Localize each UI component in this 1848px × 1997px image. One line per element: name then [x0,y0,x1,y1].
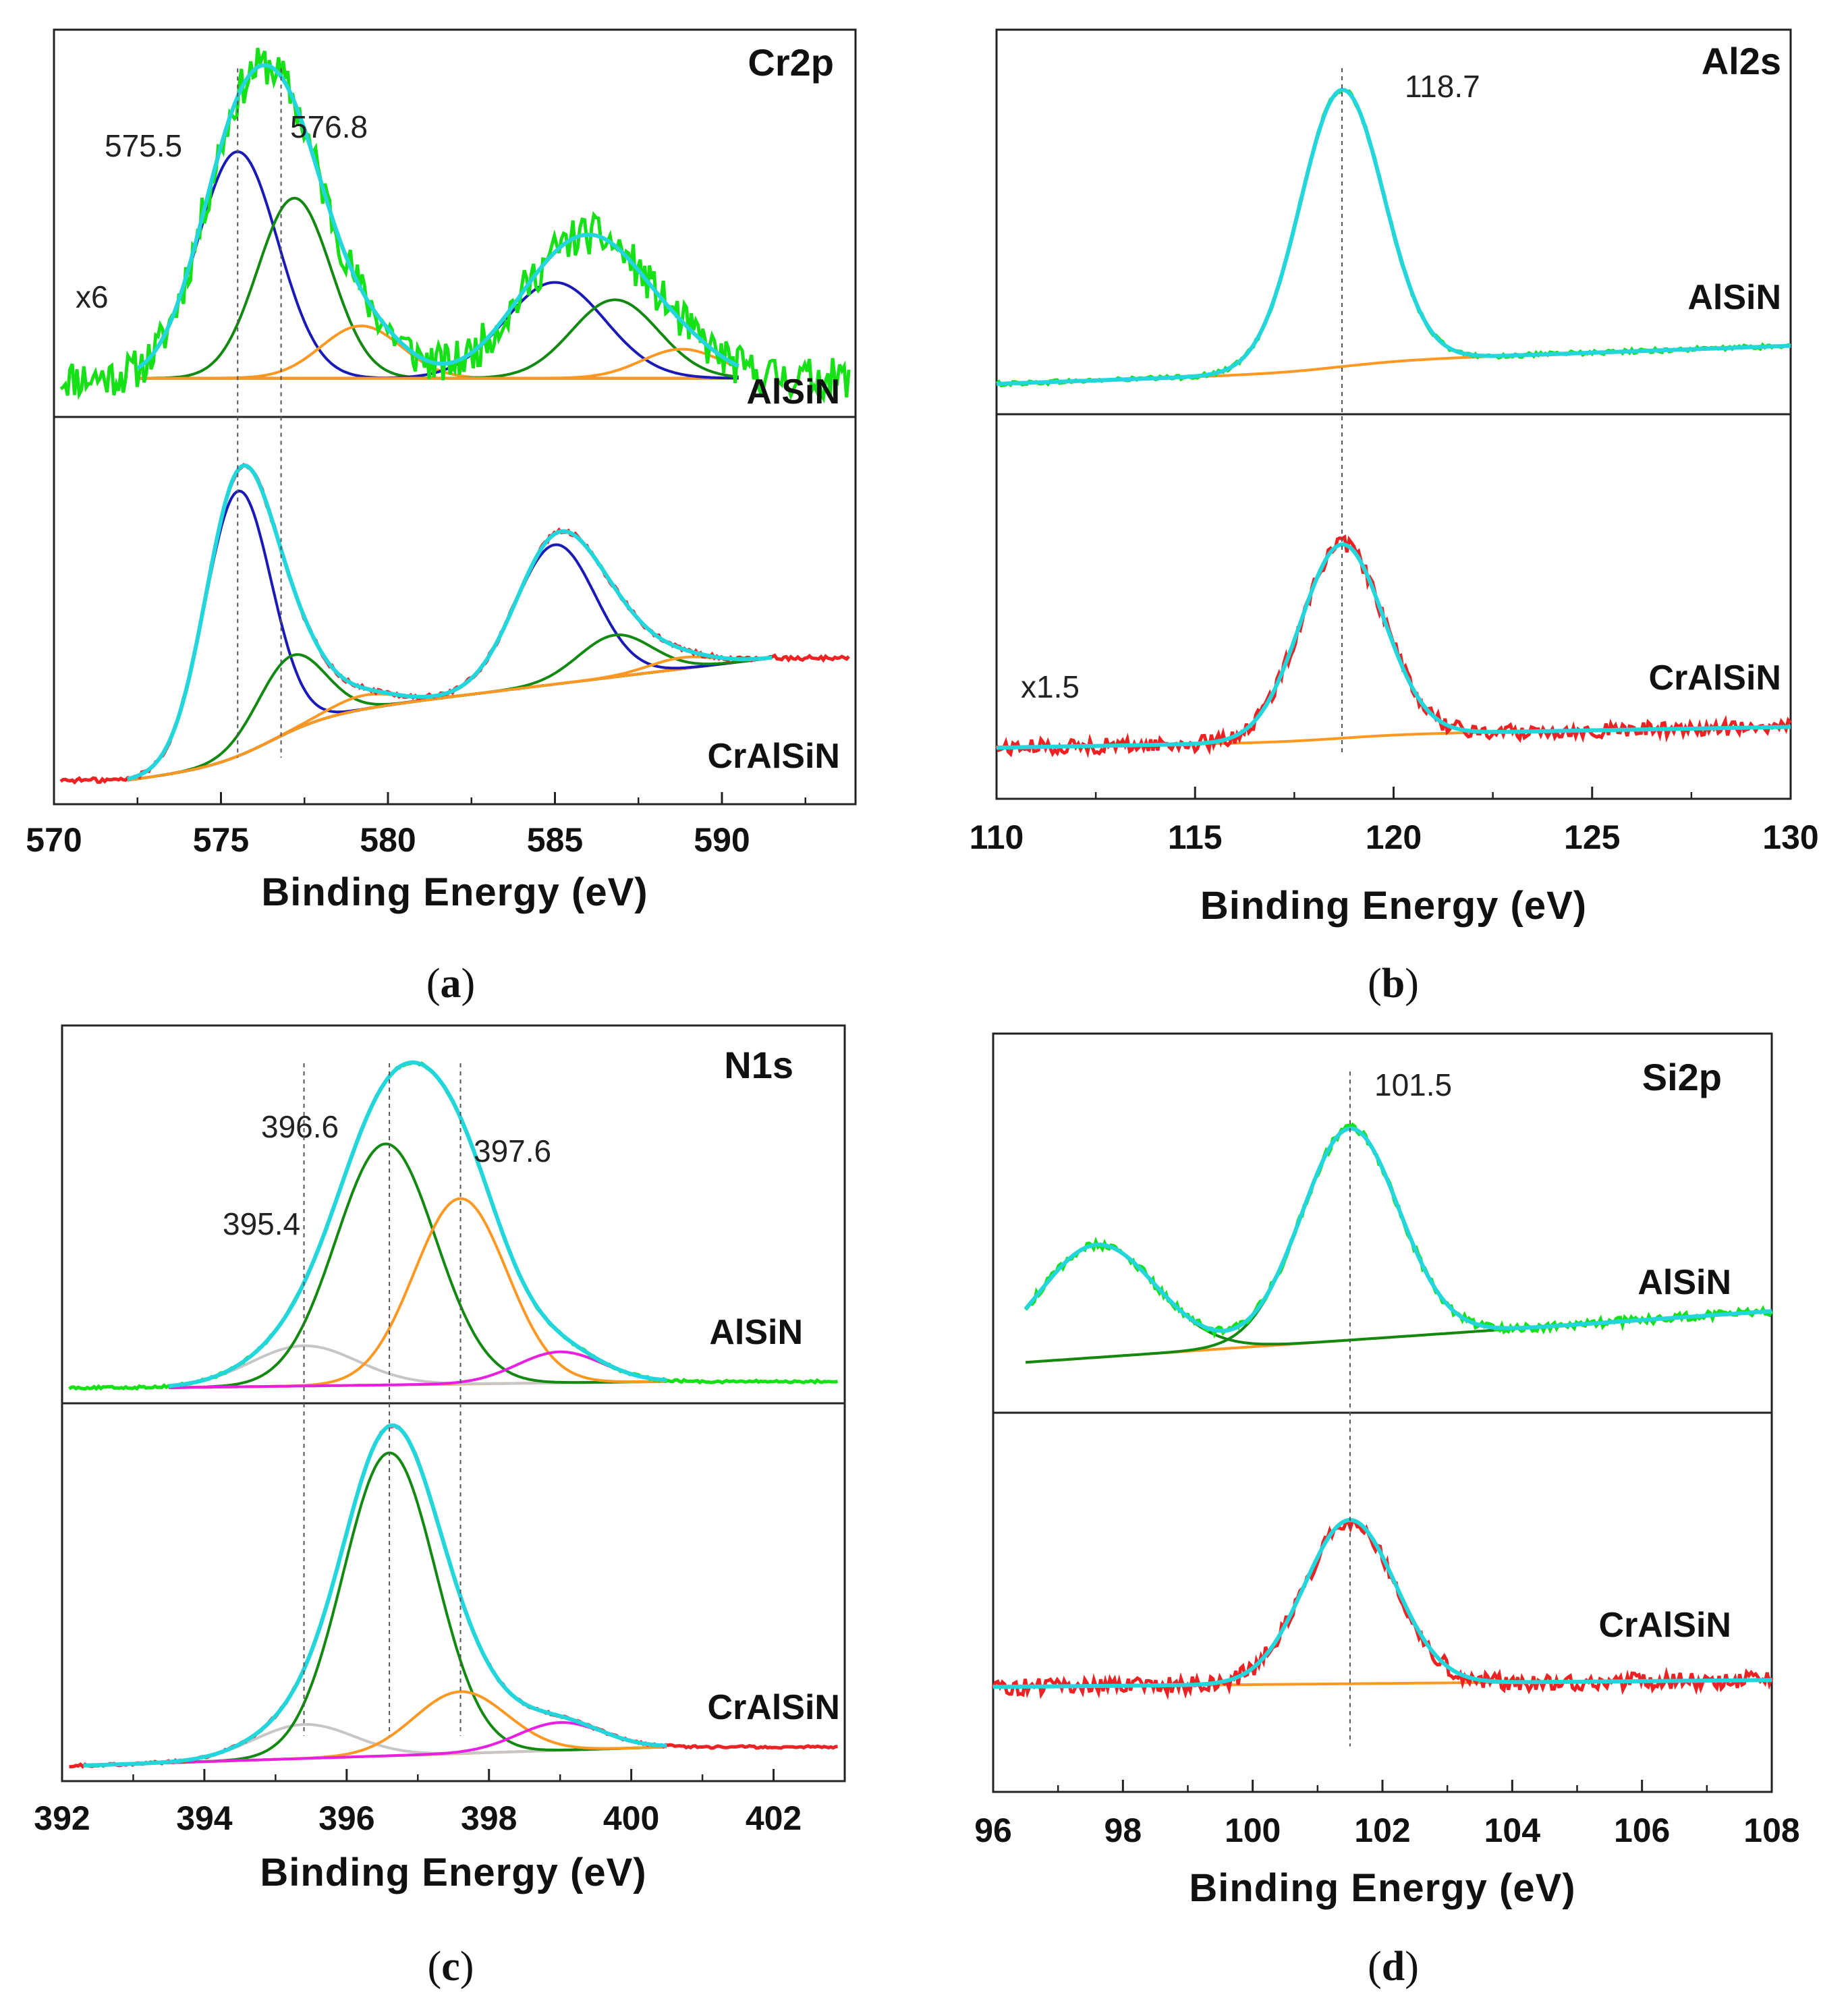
fit-component [127,543,773,782]
fit-envelope [996,88,1791,386]
panel-caption-letter: b [1382,961,1405,1007]
chart-a: 570 575 580 585 590 Binding Energy (eV) (a) AlS… [26,28,857,1007]
panel-title: Al2s [1702,40,1781,82]
peak-annotation: 118.7 [1405,69,1480,104]
fit-envelope [168,1060,667,1388]
sample-label: AlSiN [746,372,840,412]
panel-alsin: AlSiN 118.7 [995,69,1791,388]
x-tick-label: 394 [176,1799,233,1837]
x-axis-label: Binding Energy (eV) [1189,1866,1575,1910]
x-tick-label: 575 [193,821,249,859]
sample-label: AlSiN [709,1313,803,1352]
measured-spectrum [59,462,850,785]
x-tick-label: 590 [694,821,750,859]
chart-b: 110 115 120 125 130 Binding Energy (eV) (b) AlS… [970,28,1819,1007]
fit-envelope [1024,1126,1772,1333]
fit-envelope [83,1423,667,1768]
x-axis-label: Binding Energy (eV) [1200,884,1587,928]
panel-alsin: AlSiN 575.5 576.8 [59,47,851,412]
fit-component [83,1451,667,1767]
panel-caption: (b) [1368,961,1419,1007]
peak-annotation: 576.8 [290,109,368,144]
panel-cralsin: CrAlSiN [69,1423,840,1769]
x-tick-label: 110 [970,818,1024,856]
fit-component [1025,1127,1772,1364]
panel-caption-letter: d [1382,1944,1405,1990]
fit-component [993,1518,1772,1689]
x-tick-label: 96 [974,1811,1012,1849]
x-tick-label: 106 [1614,1811,1670,1849]
x-tick-label: 102 [1354,1811,1410,1849]
x-tick-label: 108 [1743,1811,1799,1849]
fit-envelope [136,63,740,370]
x-tick-label: 125 [1564,818,1620,856]
sample-label: AlSiN [1687,278,1781,317]
panel-caption: (d) [1368,1944,1419,1990]
peak-annotation: 395.4 [223,1206,300,1241]
x-tick-label: 580 [360,821,416,859]
panel-caption-letter: c [441,1944,460,1990]
fit-component [169,1350,667,1389]
chart-d: 96 98 100 102 104 106 108 Binding Energy (eV) (d… [974,1032,1800,1990]
panel-alsin: AlSiN 396.6 397.6 395.4 [68,1060,839,1391]
x-axis-label: Binding Energy (eV) [261,870,648,914]
panel-title: Cr2p [748,41,834,84]
x-tick-label: 570 [26,821,82,859]
x-tick-label: 400 [603,1799,659,1837]
fit-component [169,1142,667,1389]
panel-title: N1s [724,1044,793,1086]
x-tick-label: 100 [1225,1811,1281,1849]
peak-annotation: 575.5 [105,128,182,163]
peak-annotation: 101.5 [1374,1067,1452,1102]
x-tick-label: 585 [527,821,583,859]
x-tick-label: 115 [1168,818,1223,856]
panel-alsin: AlSiN 101.5 [1024,1067,1774,1364]
scale-factor: x1.5 [1021,669,1080,704]
fit-component [127,655,773,782]
fit-component [137,298,739,380]
fit-component [83,1690,667,1767]
fit-envelope [993,1517,1772,1689]
sample-label: AlSiN [1637,1263,1731,1302]
fit-envelope [996,542,1791,750]
peak-annotation: 396.6 [261,1109,339,1144]
x-tick-label: 398 [461,1799,517,1837]
sample-label: CrAlSiN [708,1688,840,1727]
x-tick-label: 98 [1104,1811,1142,1849]
x-tick-label: 130 [1762,818,1818,856]
fit-component [127,633,773,782]
x-tick-label: 120 [1366,818,1422,856]
panel-caption: (a) [426,961,475,1007]
sample-label: CrAlSiN [1649,658,1781,698]
panel-caption: (c) [428,1944,474,1990]
peak-annotation: 397.6 [474,1133,551,1169]
fit-component [127,489,773,781]
panel-cralsin: CrAlSiN [995,534,1792,758]
panel-cralsin: CrAlSiN [59,462,850,785]
measured-spectrum [1024,1122,1774,1339]
scale-factor: x6 [76,279,109,314]
panel-title: Si2p [1642,1056,1722,1098]
measured-spectrum [59,47,851,403]
sample-label: CrAlSiN [708,737,840,776]
panel-cralsin: CrAlSiN [991,1517,1774,1701]
panel-caption-letter: a [441,961,461,1007]
fit-envelope [127,463,773,781]
x-tick-label: 402 [746,1799,802,1837]
x-tick-label: 392 [34,1799,90,1837]
x-axis-label: Binding Energy (eV) [260,1851,646,1894]
x-tick-label: 104 [1484,1811,1541,1849]
x-tick-label: 396 [318,1799,374,1837]
chart-c: 392 394 396 398 400 402 Binding Energy (eV) (c)… [34,1024,846,1990]
sample-label: CrAlSiN [1599,1606,1731,1645]
